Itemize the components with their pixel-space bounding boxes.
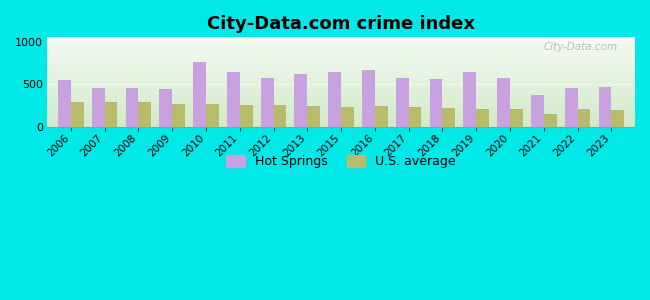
Bar bbox=[362, 70, 375, 127]
Bar bbox=[328, 72, 341, 127]
Bar bbox=[341, 107, 354, 127]
Bar bbox=[159, 89, 172, 127]
Bar bbox=[531, 95, 544, 127]
Bar bbox=[125, 88, 138, 127]
Bar bbox=[510, 109, 523, 127]
Title: City-Data.com crime index: City-Data.com crime index bbox=[207, 15, 475, 33]
Bar bbox=[261, 78, 274, 127]
Bar bbox=[307, 106, 320, 127]
Bar bbox=[294, 74, 307, 127]
Bar bbox=[612, 110, 624, 127]
Bar bbox=[138, 102, 151, 127]
Bar bbox=[544, 114, 556, 127]
Legend: Hot Springs, U.S. average: Hot Springs, U.S. average bbox=[221, 150, 461, 173]
Bar bbox=[578, 109, 590, 127]
Bar bbox=[476, 109, 489, 127]
Bar bbox=[92, 88, 105, 127]
Bar bbox=[206, 104, 219, 127]
Bar bbox=[240, 105, 253, 127]
Bar bbox=[105, 102, 118, 127]
Bar bbox=[409, 107, 421, 127]
Bar bbox=[58, 80, 71, 127]
Bar bbox=[430, 79, 443, 127]
Bar bbox=[565, 88, 578, 127]
Bar bbox=[443, 108, 455, 127]
Text: City-Data.com: City-Data.com bbox=[543, 42, 618, 52]
Bar bbox=[71, 102, 84, 127]
Bar bbox=[274, 105, 287, 127]
Bar bbox=[227, 72, 240, 127]
Bar bbox=[375, 106, 387, 127]
Bar bbox=[463, 73, 476, 127]
Bar bbox=[172, 104, 185, 127]
Bar bbox=[193, 62, 206, 127]
Bar bbox=[396, 78, 409, 127]
Bar bbox=[599, 87, 612, 127]
Bar bbox=[497, 78, 510, 127]
